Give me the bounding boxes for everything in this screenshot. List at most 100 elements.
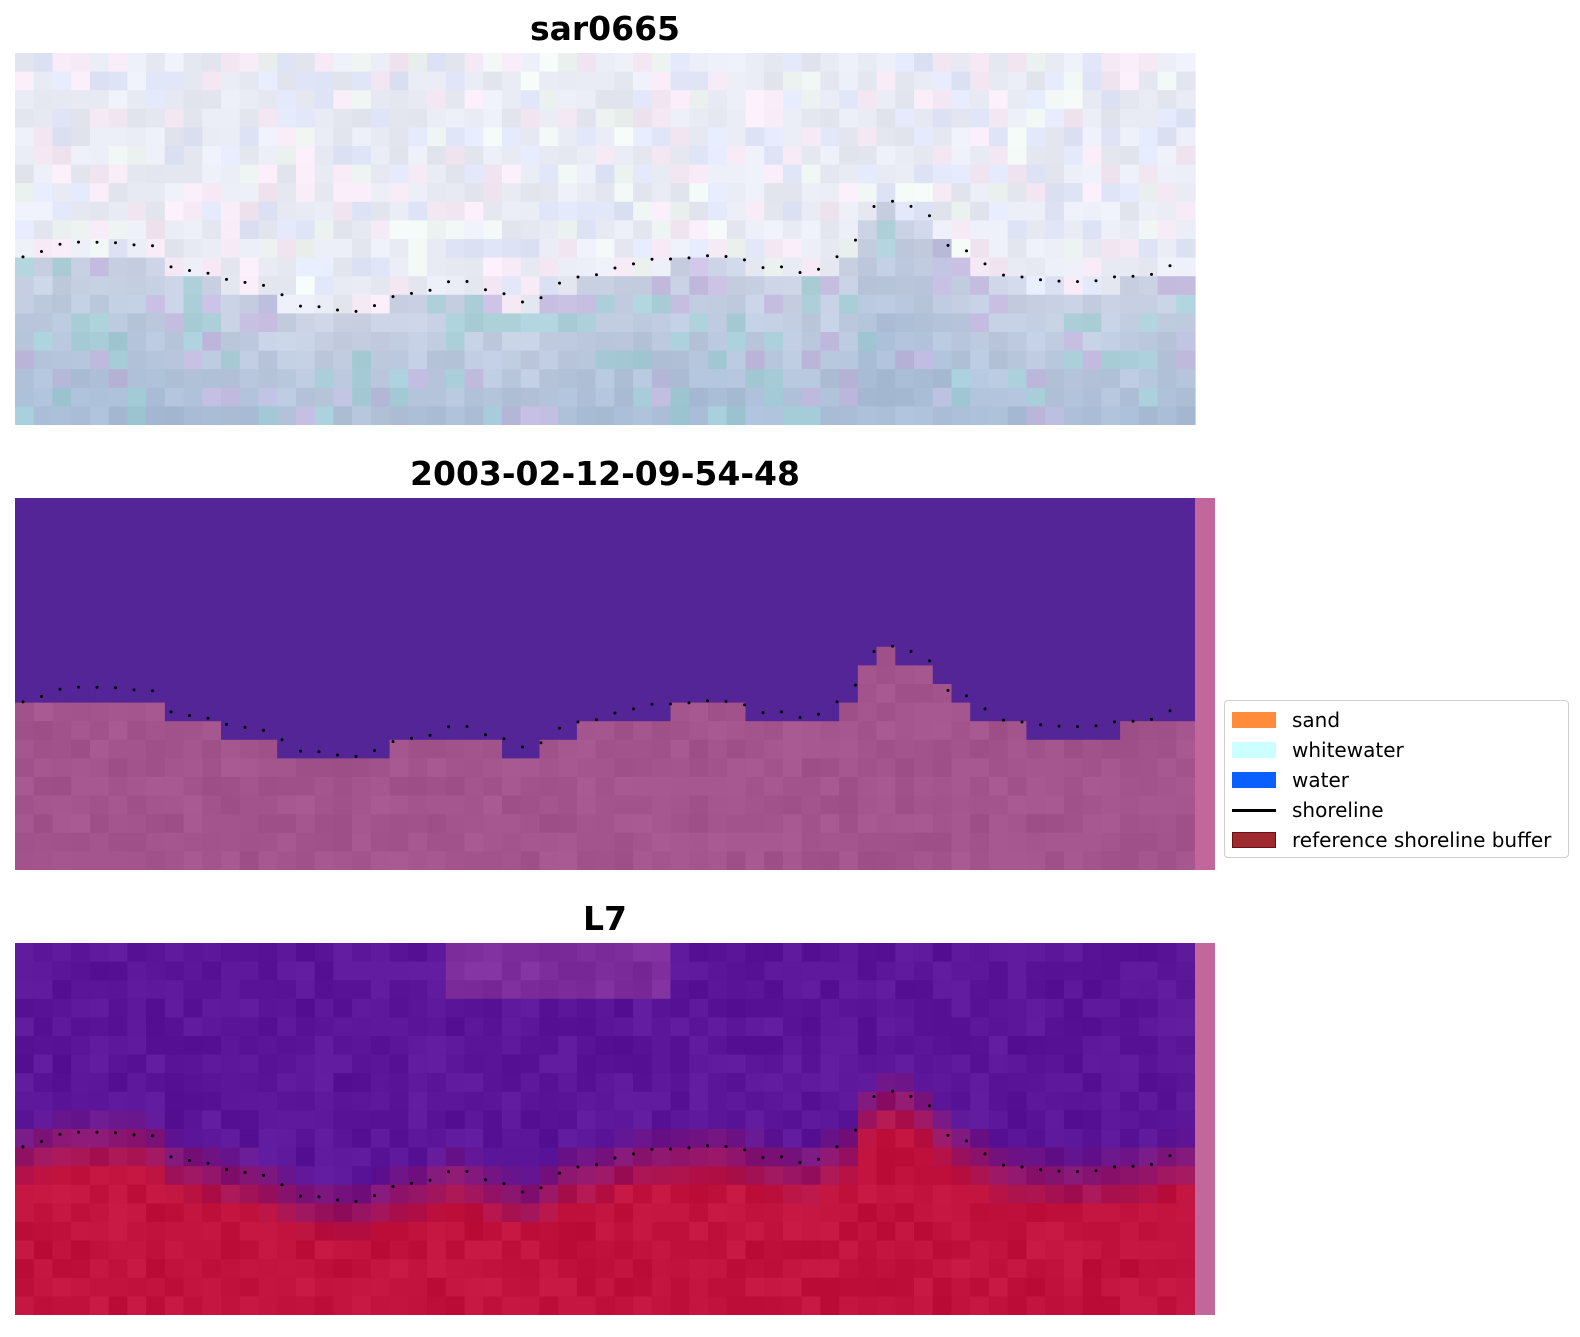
- shoreline-point: [299, 1194, 302, 1198]
- shoreline-point: [724, 1145, 728, 1148]
- shoreline-point: [539, 296, 543, 300]
- shoreline-point: [336, 1198, 339, 1202]
- shoreline-point: [40, 250, 43, 253]
- shoreline-point: [928, 1104, 931, 1108]
- index-image-panel: [15, 943, 1215, 1315]
- shoreline-point: [798, 271, 802, 274]
- shoreline-point: [188, 269, 191, 272]
- shoreline-point: [299, 749, 302, 753]
- shoreline-point: [77, 685, 80, 689]
- shoreline-point: [632, 262, 635, 266]
- shoreline-point: [539, 741, 543, 745]
- shoreline-point: [669, 1147, 672, 1151]
- index-image: [15, 943, 1215, 1315]
- shoreline-point: [410, 1181, 413, 1185]
- shoreline-point: [928, 214, 931, 218]
- shoreline-point: [428, 733, 432, 737]
- shoreline-point: [354, 309, 358, 313]
- reference-buffer-strip: [1195, 943, 1215, 1315]
- shoreline-point: [447, 725, 450, 729]
- shoreline-point: [761, 1156, 765, 1160]
- shoreline-point: [336, 308, 339, 312]
- shoreline-point: [817, 712, 820, 716]
- legend-item-water: water: [1225, 765, 1568, 795]
- shoreline-point: [317, 750, 321, 754]
- classified-pixels: [15, 498, 1196, 870]
- shoreline-point: [1039, 723, 1042, 727]
- shoreline-point: [95, 685, 99, 689]
- shoreline-point: [595, 718, 598, 722]
- shoreline-point: [317, 305, 321, 309]
- shoreline-point: [983, 262, 987, 266]
- shoreline-point: [280, 738, 284, 742]
- reference-buffer-swatch: [1232, 832, 1276, 848]
- shoreline-point: [95, 1130, 99, 1134]
- shoreline-point: [872, 1095, 876, 1098]
- shoreline-point: [743, 258, 746, 262]
- shoreline-point: [280, 293, 284, 297]
- shoreline-point: [58, 1132, 62, 1136]
- panel-title-classified: 2003-02-12-09-54-48: [410, 454, 800, 493]
- shoreline-point: [669, 702, 672, 706]
- shoreline-point: [151, 689, 154, 693]
- shoreline-point: [1020, 1165, 1024, 1169]
- shoreline-point: [1002, 273, 1005, 277]
- shoreline-point: [243, 725, 247, 729]
- shoreline-point: [410, 736, 413, 740]
- shoreline-point: [114, 241, 117, 245]
- shoreline-point: [206, 716, 210, 720]
- shoreline-point: [706, 254, 709, 258]
- shoreline-point: [743, 703, 746, 707]
- shoreline-point: [465, 1170, 469, 1173]
- shoreline-point: [299, 304, 302, 308]
- shoreline-point: [447, 1170, 450, 1174]
- legend: sand whitewater water shoreline referenc…: [1224, 700, 1569, 858]
- shoreline-point: [465, 280, 469, 283]
- shoreline-point: [909, 204, 913, 208]
- shoreline-point: [206, 271, 210, 275]
- shoreline-point: [169, 265, 173, 269]
- rgb-image: [15, 53, 1196, 425]
- shoreline-point: [1020, 720, 1024, 724]
- shoreline-point: [965, 249, 968, 253]
- shoreline-points: [21, 199, 1172, 313]
- reference-buffer-strip: [1195, 498, 1215, 870]
- rgb-pixels: [15, 53, 1196, 425]
- shoreline-point: [114, 1131, 117, 1135]
- shoreline-point: [706, 1144, 709, 1148]
- shoreline-point: [1131, 1164, 1135, 1168]
- shoreline-point: [854, 238, 857, 242]
- shoreline-point: [21, 1145, 25, 1149]
- shoreline-point: [21, 255, 25, 259]
- shoreline-point: [558, 726, 561, 730]
- shoreline-point: [391, 740, 395, 744]
- shoreline-line-icon: [1232, 809, 1276, 812]
- shoreline-point: [946, 1133, 950, 1137]
- shoreline-point: [40, 1140, 43, 1143]
- shoreline-point: [835, 700, 839, 704]
- shoreline-points: [21, 644, 1172, 758]
- rgb-image-panel: [15, 53, 1215, 425]
- legend-item-shoreline: shoreline: [1225, 795, 1568, 825]
- shoreline-point: [650, 257, 654, 261]
- shoreline-point: [465, 725, 469, 728]
- shoreline-point: [521, 1190, 524, 1194]
- shoreline-point: [724, 255, 728, 258]
- shoreline-point: [188, 1159, 191, 1162]
- shoreline-point: [262, 728, 265, 732]
- shoreline-point: [132, 688, 136, 692]
- panel-title-rgb: sar0665: [529, 9, 681, 48]
- shoreline-point: [1113, 720, 1116, 724]
- shoreline-point: [687, 1146, 691, 1150]
- shoreline-point: [817, 267, 820, 271]
- index-pixels: [15, 943, 1196, 1315]
- shoreline-point: [1113, 275, 1116, 279]
- shoreline-point: [1002, 1163, 1005, 1167]
- shoreline-point: [1131, 274, 1135, 278]
- shoreline-point: [891, 644, 894, 648]
- shoreline-point: [77, 240, 80, 244]
- shoreline-point: [169, 1155, 173, 1159]
- shoreline-point: [373, 304, 376, 308]
- shoreline-point: [58, 687, 62, 691]
- shoreline-point: [613, 711, 617, 715]
